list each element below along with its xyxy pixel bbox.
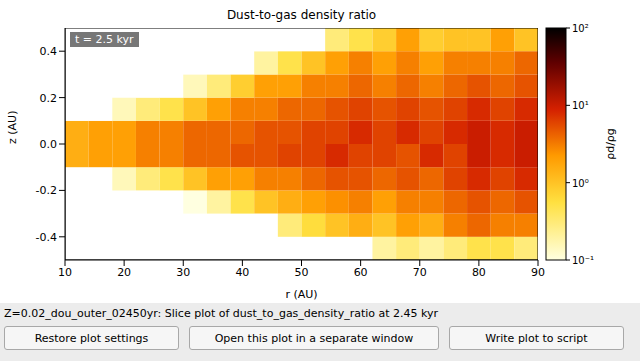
html-text:Open this plot in a separate w: Open this plot in a separate window: [214, 331, 414, 345]
svg-text:10⁻¹: 10⁻¹: [572, 255, 594, 266]
svg-text:-0.4: -0.4: [36, 231, 57, 244]
html-text:Restore plot settings: Restore plot settings: [34, 331, 149, 345]
svg-text:60: 60: [354, 266, 368, 279]
svg-text:0.0: 0.0: [40, 138, 58, 151]
html-text:Write plot to script: Write plot to script: [485, 331, 588, 345]
svg-text:0.4: 0.4: [40, 45, 58, 58]
html-text:Z=0.02_dou_outer_02450yr: Slic: Z=0.02_dou_outer_02450yr: Slice plot of …: [4, 307, 439, 320]
svg-text:z (AU): z (AU): [6, 111, 19, 144]
svg-text:90: 90: [531, 266, 545, 279]
svg-text:10: 10: [58, 266, 72, 279]
svg-text:80: 80: [472, 266, 486, 279]
svg-text:ρd/ρg: ρd/ρg: [604, 128, 617, 160]
svg-text:20: 20: [117, 266, 131, 279]
svg-text:-0.2: -0.2: [36, 184, 57, 197]
svg-text:r (AU): r (AU): [285, 288, 317, 300]
svg-text:10¹: 10¹: [572, 100, 589, 111]
html-text:t = 2.5 kyr: t = 2.5 kyr: [75, 33, 134, 46]
svg-text:40: 40: [235, 266, 249, 279]
svg-text:30: 30: [176, 266, 190, 279]
svg-text:50: 50: [295, 266, 309, 279]
svg-text:70: 70: [413, 266, 427, 279]
svg-text:10⁰: 10⁰: [572, 178, 589, 189]
html-text:Dust-to-gas density ratio: Dust-to-gas density ratio: [226, 8, 377, 22]
svg-text:10²: 10²: [572, 23, 589, 34]
svg-text:0.2: 0.2: [40, 92, 58, 105]
